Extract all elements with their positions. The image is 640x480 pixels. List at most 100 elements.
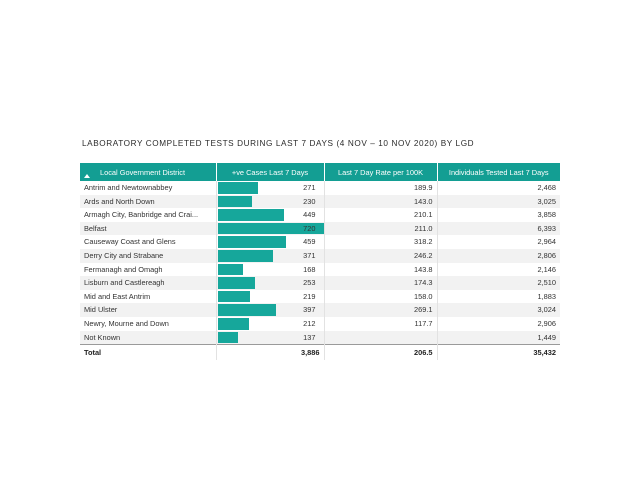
cases-value: 219 bbox=[303, 291, 316, 301]
table-row[interactable]: Belfast 720 211.0 6,393 bbox=[80, 221, 560, 236]
cases-cell: 371 bbox=[216, 248, 325, 263]
cases-bar bbox=[217, 236, 286, 248]
header-row: Local Government District +ve Cases Last… bbox=[80, 163, 560, 181]
cases-bar bbox=[217, 331, 238, 344]
cases-bar bbox=[217, 290, 250, 303]
cases-bar bbox=[217, 195, 252, 208]
table-row[interactable]: Causeway Coast and Glens 459 318.2 2,964 bbox=[80, 235, 560, 249]
total-row: Total 3,886 206.5 35,432 bbox=[80, 344, 560, 361]
column-header-rate[interactable]: Last 7 Day Rate per 100K bbox=[324, 163, 438, 181]
rate-cell: 117.7 bbox=[324, 316, 438, 331]
total-cases: 3,886 bbox=[216, 344, 325, 361]
cases-cell: 230 bbox=[216, 194, 325, 209]
cases-value: 137 bbox=[303, 332, 316, 342]
rate-cell: 269.1 bbox=[324, 303, 438, 317]
tested-cell: 2,146 bbox=[437, 262, 560, 277]
cases-cell: 137 bbox=[216, 330, 325, 345]
table-row[interactable]: Armagh City, Banbridge and Crai... 449 210… bbox=[80, 208, 560, 222]
cases-bar bbox=[217, 263, 243, 276]
cases-cell: 720 bbox=[216, 221, 325, 236]
district-cell: Fermanagh and Omagh bbox=[80, 262, 217, 277]
total-label: Total bbox=[80, 344, 217, 361]
total-rate: 206.5 bbox=[324, 344, 438, 361]
cases-value: 459 bbox=[303, 237, 316, 247]
rate-cell: 143.0 bbox=[324, 194, 438, 209]
table-row[interactable]: Mid and East Antrim 219 158.0 1,883 bbox=[80, 289, 560, 304]
cases-value: 212 bbox=[303, 318, 316, 328]
column-header-rate-label: Last 7 Day Rate per 100K bbox=[337, 167, 424, 177]
tested-cell: 6,393 bbox=[437, 221, 560, 236]
cases-value: 449 bbox=[303, 210, 316, 220]
table-row[interactable]: Derry City and Strabane 371 246.2 2,806 bbox=[80, 248, 560, 263]
table-row[interactable]: Newry, Mourne and Down 212 117.7 2,906 bbox=[80, 316, 560, 331]
cases-bar bbox=[217, 222, 323, 235]
rate-cell bbox=[324, 330, 438, 345]
tested-cell: 1,449 bbox=[437, 330, 560, 345]
cases-value: 168 bbox=[303, 264, 316, 274]
rate-cell: 143.8 bbox=[324, 262, 438, 277]
cases-cell: 459 bbox=[216, 235, 325, 249]
table-row[interactable]: Ards and North Down 230 143.0 3,025 bbox=[80, 194, 560, 209]
table-title: LABORATORY COMPLETED TESTS DURING LAST 7… bbox=[82, 139, 475, 148]
column-header-district-label: Local Government District bbox=[100, 167, 186, 177]
column-header-tested-label: Individuals Tested Last 7 Days bbox=[448, 167, 549, 177]
sort-ascending-icon[interactable] bbox=[84, 174, 90, 178]
tested-cell: 2,964 bbox=[437, 235, 560, 249]
tested-cell: 2,906 bbox=[437, 316, 560, 331]
total-tested: 35,432 bbox=[437, 344, 560, 361]
cases-cell: 212 bbox=[216, 316, 325, 331]
district-cell: Lisburn and Castlereagh bbox=[80, 276, 217, 290]
cases-value: 720 bbox=[303, 223, 316, 233]
cases-value: 271 bbox=[303, 183, 316, 192]
column-header-cases-label: +ve Cases Last 7 Days bbox=[231, 167, 309, 177]
tested-cell: 2,510 bbox=[437, 276, 560, 290]
cases-value: 397 bbox=[303, 305, 316, 315]
cases-cell: 397 bbox=[216, 303, 325, 317]
rate-cell: 246.2 bbox=[324, 248, 438, 263]
table-row[interactable]: Antrim and Newtownabbey 271 189.9 2,468 bbox=[80, 181, 560, 195]
district-cell: Antrim and Newtownabbey bbox=[80, 181, 217, 195]
district-cell: Newry, Mourne and Down bbox=[80, 316, 217, 331]
district-cell: Not Known bbox=[80, 330, 217, 345]
district-cell: Mid and East Antrim bbox=[80, 289, 217, 304]
tested-cell: 1,883 bbox=[437, 289, 560, 304]
district-cell: Armagh City, Banbridge and Crai... bbox=[80, 208, 217, 222]
table-row[interactable]: Fermanagh and Omagh 168 143.8 2,146 bbox=[80, 262, 560, 277]
cases-value: 253 bbox=[303, 278, 316, 288]
cases-bar bbox=[217, 182, 258, 194]
column-header-cases[interactable]: +ve Cases Last 7 Days bbox=[216, 163, 325, 181]
rate-cell: 174.3 bbox=[324, 276, 438, 290]
cases-cell: 219 bbox=[216, 289, 325, 304]
cases-bar bbox=[217, 209, 284, 221]
rate-cell: 189.9 bbox=[324, 181, 438, 195]
table-body: Antrim and Newtownabbey 271 189.9 2,468 Ards… bbox=[80, 181, 560, 345]
tested-cell: 3,024 bbox=[437, 303, 560, 317]
lgd-tests-table: Local Government District +ve Cases Last… bbox=[80, 163, 560, 361]
district-cell: Mid Ulster bbox=[80, 303, 217, 317]
rate-cell: 318.2 bbox=[324, 235, 438, 249]
tested-cell: 2,806 bbox=[437, 248, 560, 263]
district-cell: Belfast bbox=[80, 221, 217, 236]
cases-value: 230 bbox=[303, 196, 316, 206]
column-header-district[interactable]: Local Government District bbox=[80, 163, 217, 181]
cases-bar bbox=[217, 249, 273, 262]
cases-cell: 271 bbox=[216, 181, 325, 195]
tested-cell: 3,025 bbox=[437, 194, 560, 209]
cases-cell: 253 bbox=[216, 276, 325, 290]
cases-bar bbox=[217, 277, 255, 289]
rate-cell: 210.1 bbox=[324, 208, 438, 222]
rate-cell: 211.0 bbox=[324, 221, 438, 236]
district-cell: Causeway Coast and Glens bbox=[80, 235, 217, 249]
table-row[interactable]: Lisburn and Castlereagh 253 174.3 2,510 bbox=[80, 276, 560, 290]
tested-cell: 2,468 bbox=[437, 181, 560, 195]
district-cell: Derry City and Strabane bbox=[80, 248, 217, 263]
table-row[interactable]: Mid Ulster 397 269.1 3,024 bbox=[80, 303, 560, 317]
cases-bar bbox=[217, 317, 249, 330]
cases-cell: 168 bbox=[216, 262, 325, 277]
tested-cell: 3,858 bbox=[437, 208, 560, 222]
cases-cell: 449 bbox=[216, 208, 325, 222]
column-header-tested[interactable]: Individuals Tested Last 7 Days bbox=[437, 163, 560, 181]
cases-value: 371 bbox=[303, 250, 316, 260]
table-row[interactable]: Not Known 137 1,449 bbox=[80, 330, 560, 345]
rate-cell: 158.0 bbox=[324, 289, 438, 304]
